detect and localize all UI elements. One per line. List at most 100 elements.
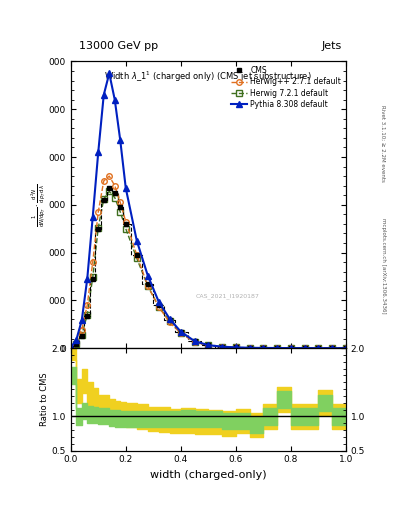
CMS [233,345,238,351]
CMS [288,345,293,351]
Pythia 8.308 default [134,238,139,244]
CMS [90,276,95,282]
CMS [316,345,321,351]
Herwig++ 2.7.1 default [107,173,112,179]
Herwig 7.2.1 default [90,274,95,281]
Pythia 8.308 default [247,345,252,351]
Line: Herwig 7.2.1 default: Herwig 7.2.1 default [71,191,346,348]
Herwig 7.2.1 default [261,345,266,351]
CMS [101,197,106,203]
CMS [220,344,224,350]
Pythia 8.308 default [90,214,95,220]
Pythia 8.308 default [316,345,321,351]
CMS [261,345,266,351]
Herwig 7.2.1 default [167,318,172,325]
Pythia 8.308 default [156,298,161,305]
Herwig++ 2.7.1 default [96,209,101,215]
Pythia 8.308 default [74,337,79,343]
Herwig++ 2.7.1 default [167,319,172,326]
Pythia 8.308 default [233,345,238,351]
Herwig++ 2.7.1 default [74,340,79,346]
CMS [85,313,90,319]
CMS [156,302,161,308]
Text: Rivet 3.1.10; ≥ 2.2M events: Rivet 3.1.10; ≥ 2.2M events [381,105,386,182]
Y-axis label: Ratio to CMS: Ratio to CMS [40,373,49,426]
Pythia 8.308 default [275,345,279,351]
CMS [247,345,252,351]
Pythia 8.308 default [123,185,128,191]
Text: 13000 GeV pp: 13000 GeV pp [79,40,158,51]
Herwig 7.2.1 default [85,312,90,318]
Herwig 7.2.1 default [112,195,117,201]
Pythia 8.308 default [167,316,172,322]
CMS [302,345,307,351]
CMS [123,221,128,227]
Herwig++ 2.7.1 default [156,304,161,310]
Text: CAS_2021_I1920187: CAS_2021_I1920187 [196,294,259,300]
Herwig++ 2.7.1 default [145,283,150,289]
Herwig 7.2.1 default [288,345,293,351]
Herwig 7.2.1 default [145,283,150,289]
Herwig 7.2.1 default [156,304,161,310]
CMS [206,342,211,348]
Herwig++ 2.7.1 default [192,339,197,345]
Herwig++ 2.7.1 default [330,345,334,351]
Herwig++ 2.7.1 default [123,219,128,225]
Herwig++ 2.7.1 default [247,345,252,351]
Herwig 7.2.1 default [79,332,84,338]
Text: Jets: Jets [321,40,342,51]
Herwig++ 2.7.1 default [112,183,117,189]
Herwig 7.2.1 default [316,345,321,351]
CMS [118,204,123,210]
CMS [275,345,279,351]
Herwig 7.2.1 default [118,209,123,215]
Pythia 8.308 default [85,276,90,282]
Herwig 7.2.1 default [192,338,197,345]
Pythia 8.308 default [118,137,123,143]
Pythia 8.308 default [343,345,348,351]
CMS [330,345,334,351]
Herwig++ 2.7.1 default [302,345,307,351]
Y-axis label: $\frac{1}{\mathrm{d}N/\mathrm{d}p_T} \cdot \frac{\mathrm{d}^2N}{\mathrm{d}p_T\,\: $\frac{1}{\mathrm{d}N/\mathrm{d}p_T} \cd… [29,183,47,226]
Herwig 7.2.1 default [343,345,348,351]
CMS [96,226,101,232]
Herwig 7.2.1 default [107,188,112,195]
Herwig++ 2.7.1 default [206,343,211,349]
CMS [112,190,117,196]
Herwig 7.2.1 default [233,345,238,351]
Pythia 8.308 default [206,342,211,348]
Herwig 7.2.1 default [123,226,128,232]
CMS [192,338,197,345]
CMS [68,345,73,351]
Herwig 7.2.1 default [330,345,334,351]
Herwig++ 2.7.1 default [101,178,106,184]
Herwig 7.2.1 default [178,330,183,336]
CMS [145,281,150,287]
Herwig++ 2.7.1 default [79,327,84,333]
Herwig++ 2.7.1 default [85,302,90,308]
Herwig 7.2.1 default [275,345,279,351]
Pythia 8.308 default [302,345,307,351]
CMS [343,345,348,351]
Pythia 8.308 default [101,92,106,98]
Pythia 8.308 default [79,317,84,324]
Line: Herwig++ 2.7.1 default: Herwig++ 2.7.1 default [71,176,346,348]
Herwig 7.2.1 default [134,255,139,262]
CMS [178,329,183,335]
Herwig++ 2.7.1 default [220,344,224,350]
Pythia 8.308 default [112,97,117,103]
Text: Width $\lambda\_1^1$ (charged only) (CMS jet substructure): Width $\lambda\_1^1$ (charged only) (CMS… [105,70,312,84]
Herwig++ 2.7.1 default [118,199,123,205]
Line: CMS: CMS [68,186,348,351]
Pythia 8.308 default [192,338,197,344]
CMS [107,185,112,191]
Herwig 7.2.1 default [101,196,106,202]
Herwig++ 2.7.1 default [134,252,139,258]
Pythia 8.308 default [288,345,293,351]
Herwig 7.2.1 default [96,225,101,231]
Pythia 8.308 default [68,345,73,351]
Line: Pythia 8.308 default: Pythia 8.308 default [71,73,346,348]
Herwig 7.2.1 default [302,345,307,351]
Herwig 7.2.1 default [68,345,73,351]
Legend: CMS, Herwig++ 2.7.1 default, Herwig 7.2.1 default, Pythia 8.308 default: CMS, Herwig++ 2.7.1 default, Herwig 7.2.… [230,65,342,110]
